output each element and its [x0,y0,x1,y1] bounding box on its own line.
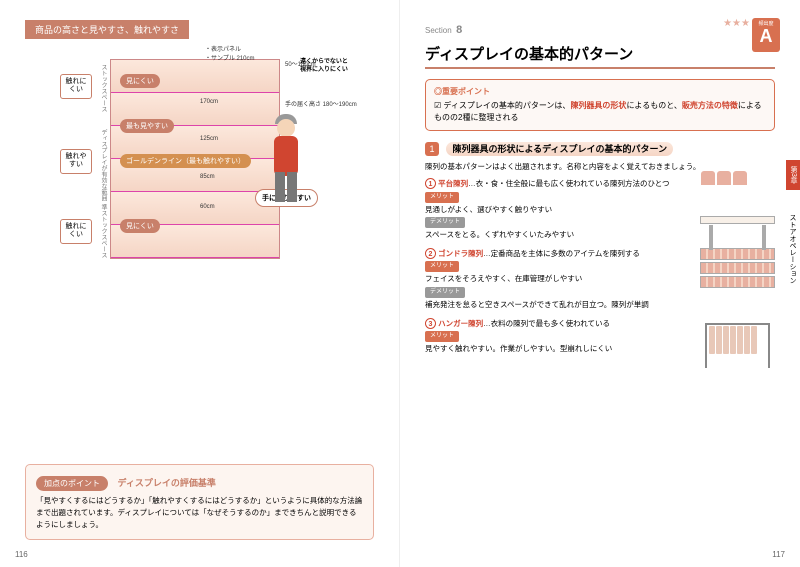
diagram-title: 商品の高さと見やすさ、触れやすさ [25,20,189,39]
key-head: ◎重要ポイント [434,86,766,97]
zone-label: 見にくい [120,219,160,233]
zone-label: ゴールデンライン（最も触れやすい） [120,154,251,168]
gondola-illustration [700,248,775,303]
zone-label: 見にくい [120,74,160,88]
grade-badge: 頻出度 A [752,18,780,52]
point-text: 「見やすくするにはどうするか」「触れやすくするにはどうするか」というように具体的… [36,495,363,531]
page-left: 商品の高さと見やすさ、触れやすさ 触れにくい 触れやすい 触れにくい 見にくい … [0,0,400,567]
flat-table-illustration [700,178,775,233]
display-item: 1 平台陳列…衣・食・住全般に最も広く使われている陳列方法のひとつ メリット 見… [425,178,775,240]
section-label: Section [425,26,452,35]
worker-illustration [265,114,310,204]
touch-label: 触れにくい [60,219,92,244]
touch-label: 触れにくい [60,74,92,99]
display-item: 2 ゴンドラ陳列…定番商品を主体に多数のアイテムを陳列する メリット フェイスを… [425,248,775,310]
dim-label: 手の届く高さ 180～190cm [285,99,357,108]
dim-label: 85cm [200,174,215,180]
point-head: 加点のポイント [36,476,108,491]
stars-icon: ★★★ [723,18,750,29]
display-item: 3 ハンガー陳列…衣料の陳列で最も多く使われている メリット 見やすく触れやすい… [425,318,775,368]
zone-label: 最も見やすい [120,119,174,133]
vert-label: ディスプレイが有効な範囲 [99,129,108,201]
dim-label: 170cm [200,99,218,105]
vert-label: ストックスペース [99,64,108,112]
chapter-subtab: ストアオペレーション [786,210,798,288]
dim-label: ・表示パネル ・サンプル 210cm [205,44,255,62]
section-num: 8 [456,24,462,36]
dim-label: 60cm [200,204,215,210]
chapter-tab: 第3章 [786,160,800,190]
page-number: 116 [15,550,28,559]
page-right: Section 8 ★★★ 頻出度 A ディスプレイの基本的パターン ◎重要ポイ… [400,0,800,567]
key-text: ☑ ディスプレイの基本的パターンは、陳列器具の形状によるものと、販売方法の特徴に… [434,100,766,124]
hanger-rack-illustration [700,318,775,368]
note-far: 遠くからでないと 視界に入りにくい [300,59,348,75]
page-title: ディスプレイの基本的パターン [425,43,775,69]
touch-label: 触れやすい [60,149,92,174]
page-number: 117 [772,550,785,559]
shelf-diagram: 触れにくい 触れやすい 触れにくい 見にくい 最も見やすい ゴールデンライン（最… [25,44,374,284]
point-box: 加点のポイント ディスプレイの評価基準 「見やすくするにはどうするか」「触れやす… [25,464,374,540]
key-point-box: ◎重要ポイント ☑ ディスプレイの基本的パターンは、陳列器具の形状によるものと、… [425,79,775,131]
dim-label: 125cm [200,136,218,142]
subsection-header: 1 陳列器具の形状によるディスプレイの基本的パターン [425,139,775,157]
point-sub: ディスプレイの評価基準 [117,478,215,488]
vert-label: 準ストックスペース [99,204,108,258]
